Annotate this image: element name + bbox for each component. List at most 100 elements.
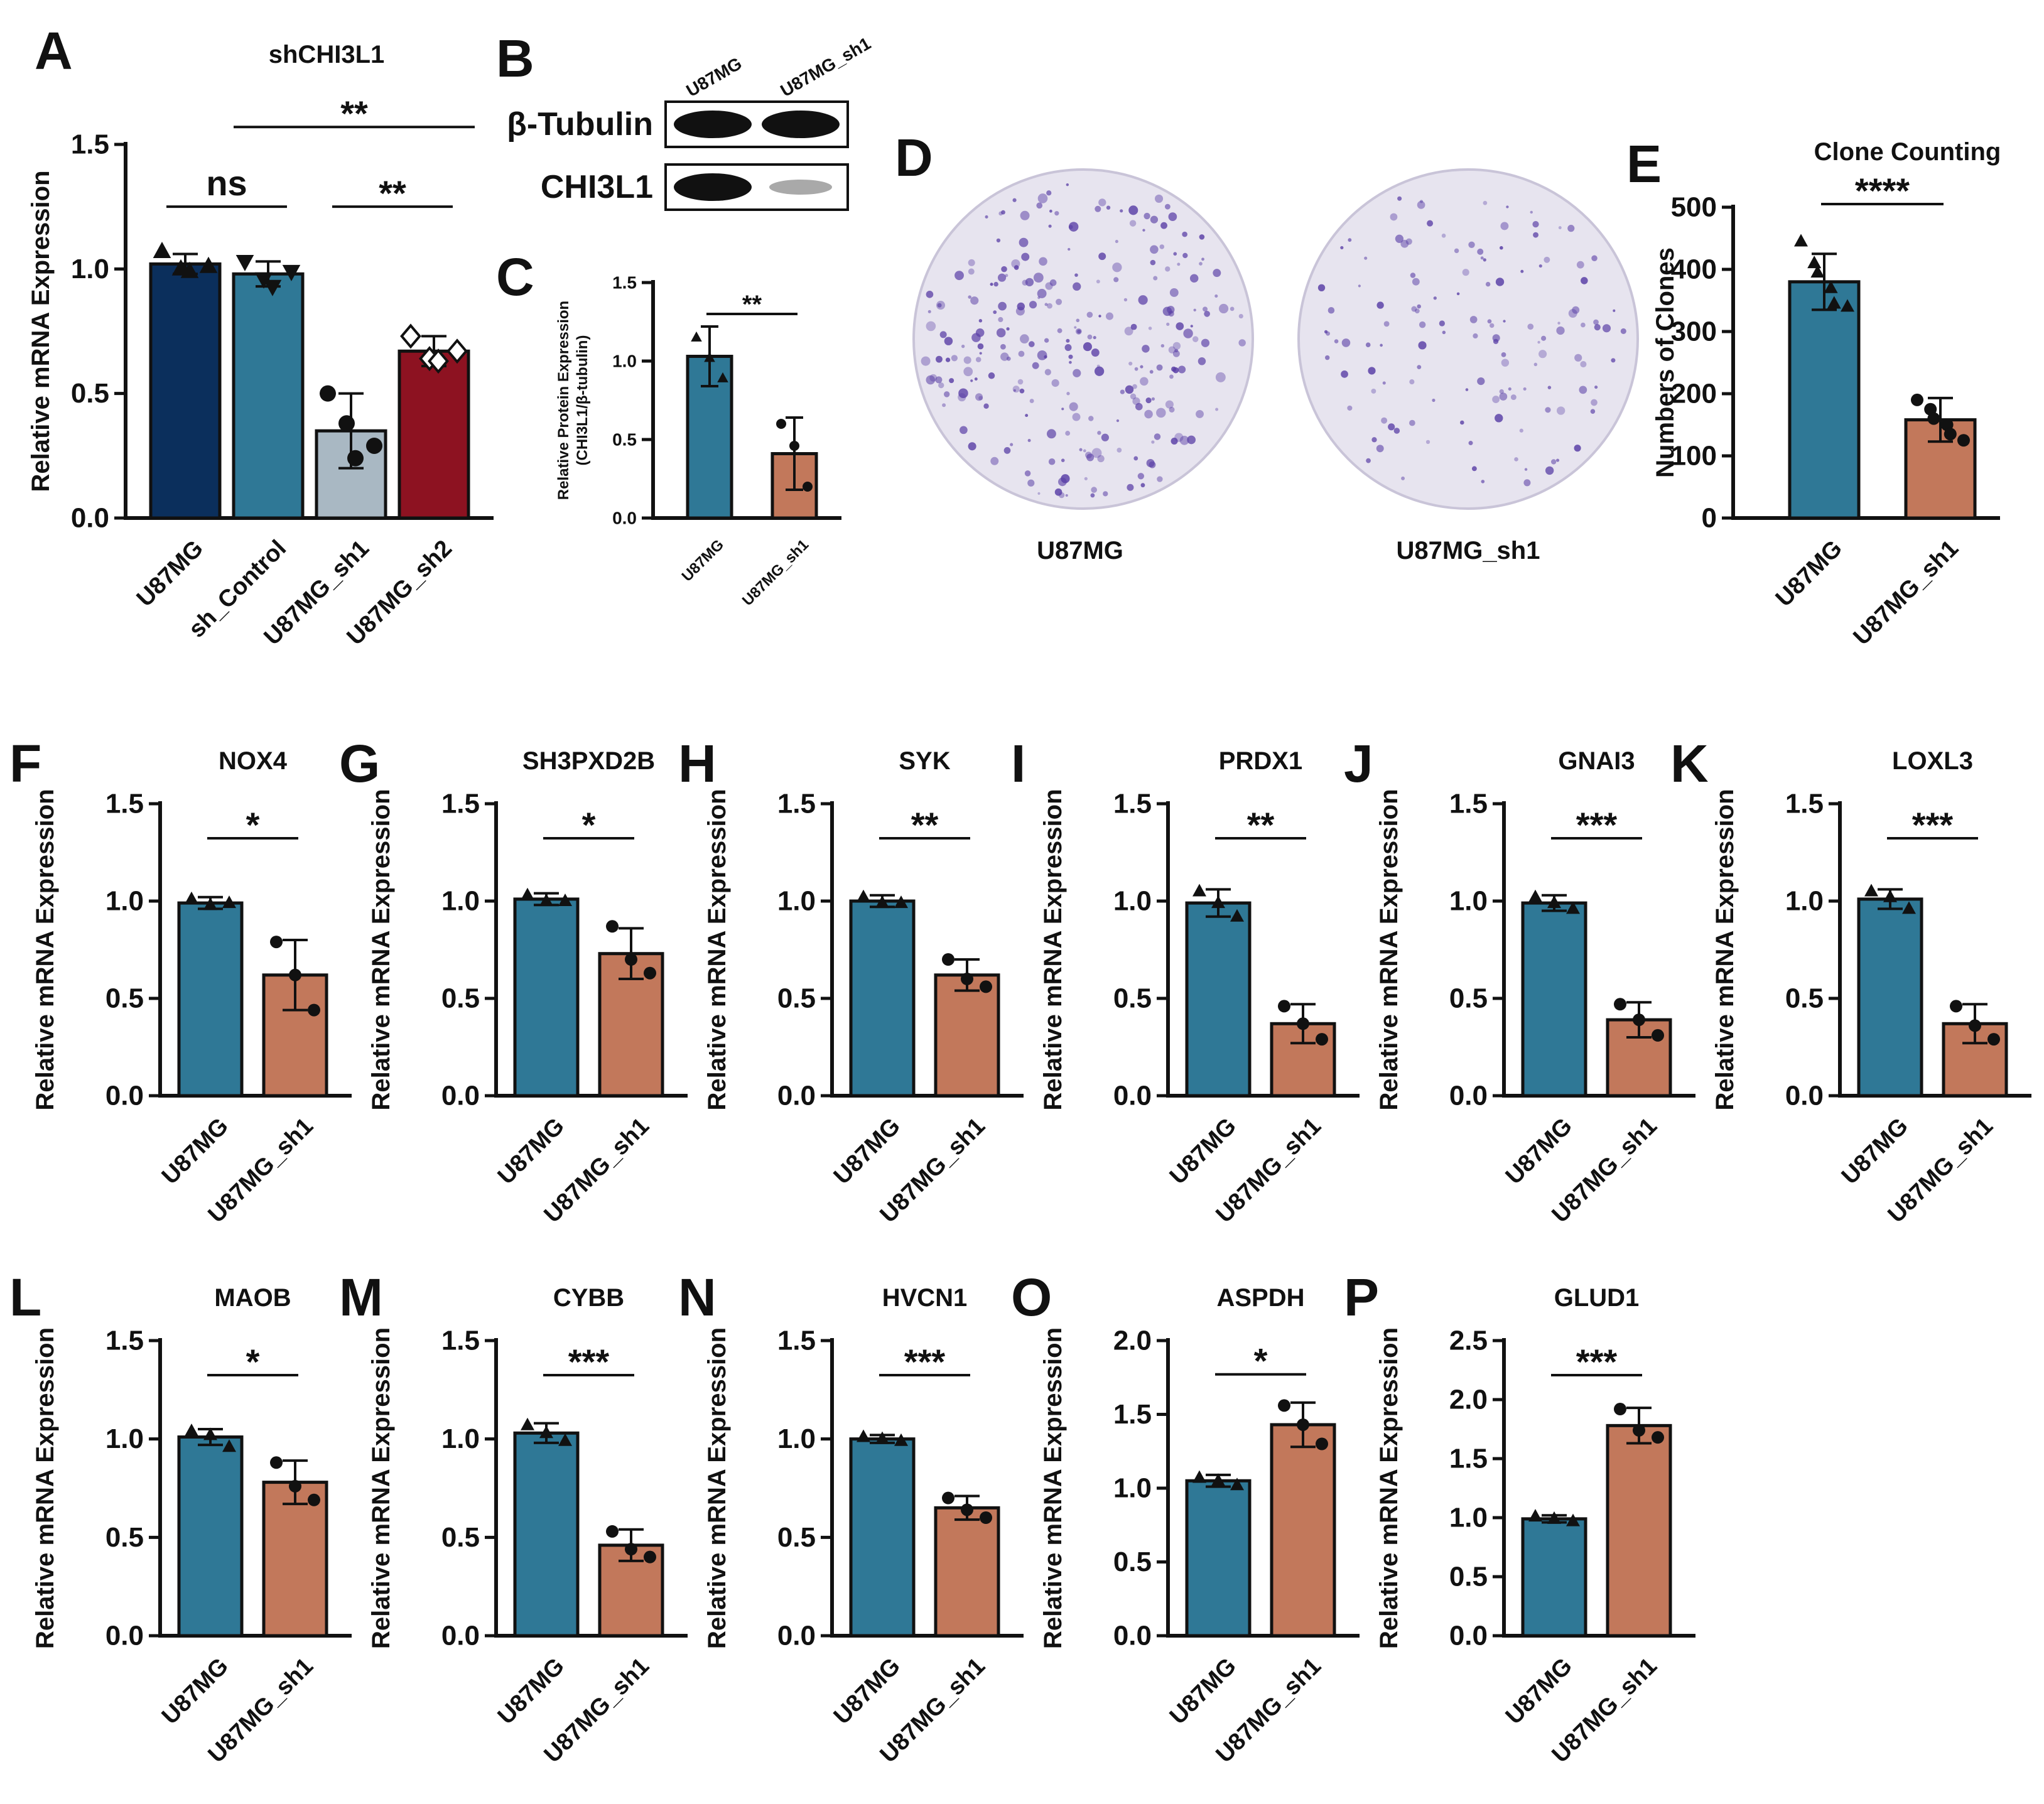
colony	[1499, 392, 1508, 401]
data-point	[320, 385, 336, 402]
colony	[1057, 328, 1063, 333]
colony	[1382, 381, 1386, 385]
y-axis-title-line2: (CHI3L1/β-tubulin)	[574, 335, 591, 466]
colony	[975, 393, 983, 401]
colony	[1046, 190, 1052, 196]
colony	[1066, 183, 1069, 186]
colony	[1160, 222, 1167, 229]
colony	[1532, 220, 1539, 228]
bar	[1270, 1423, 1336, 1638]
colony-dish-1	[912, 168, 1254, 510]
colony	[954, 271, 964, 281]
bar	[1788, 280, 1861, 520]
colony	[1432, 398, 1436, 402]
colony	[1613, 309, 1616, 312]
colony	[1142, 345, 1150, 353]
y-tick-label: 2.5	[1449, 1326, 1488, 1356]
chart-panel-p: P GLUD1 0.0 0.5 1.0 1.5 2.0 2.5 Relative mRNA Ex…	[1344, 1268, 1695, 1768]
colony	[1029, 399, 1034, 404]
data-point	[1614, 1403, 1626, 1416]
colony	[1086, 453, 1095, 462]
y-tick-label: 0.0	[1449, 1621, 1488, 1651]
colony	[1037, 492, 1041, 495]
colony	[1471, 466, 1477, 472]
colony	[1537, 340, 1540, 344]
data-point	[185, 891, 198, 904]
colony	[983, 403, 989, 409]
data-point	[366, 437, 382, 454]
colony	[961, 344, 965, 348]
colony	[1485, 281, 1491, 287]
colony	[1017, 302, 1025, 311]
colony	[1364, 256, 1368, 260]
colony	[1192, 336, 1199, 342]
colony	[1419, 200, 1424, 203]
colony	[1395, 234, 1404, 243]
colony	[1533, 362, 1538, 367]
colony	[975, 328, 985, 337]
colony	[1203, 306, 1208, 312]
y-axis-title: Relative mRNA Expression	[1375, 789, 1403, 1110]
colony	[1179, 435, 1189, 445]
colony	[1317, 284, 1326, 291]
colony	[1140, 365, 1144, 369]
colony	[1086, 311, 1093, 318]
y-tick-label: 0.5	[441, 1522, 480, 1553]
wb-band	[769, 180, 832, 195]
colony	[1083, 342, 1092, 352]
colony	[1465, 388, 1469, 391]
colony	[1005, 274, 1008, 278]
colony	[970, 379, 973, 382]
colony	[1594, 324, 1601, 331]
significance-label: **	[911, 805, 939, 845]
data-point	[875, 1431, 889, 1444]
colony	[1439, 320, 1445, 327]
y-tick-label: 0.0	[1785, 1081, 1824, 1111]
colony	[1027, 479, 1035, 487]
colony	[1033, 273, 1044, 283]
colony	[1341, 370, 1348, 378]
y-tick-label: 1.5	[71, 129, 109, 160]
chart-title: HVCN1	[882, 1284, 968, 1312]
colony	[926, 291, 934, 298]
y-tick-label: 1.5	[1449, 1444, 1488, 1474]
colony	[1620, 328, 1626, 334]
colony	[1006, 327, 1010, 331]
data-point	[1902, 901, 1916, 914]
colony	[1400, 239, 1409, 248]
colony	[1130, 323, 1137, 330]
colony	[1012, 198, 1017, 202]
data-point	[347, 450, 364, 467]
y-tick-label: 0.0	[612, 509, 637, 528]
colony	[1113, 277, 1119, 283]
colony	[1125, 385, 1134, 394]
colony	[1492, 396, 1500, 403]
data-point	[1547, 1511, 1561, 1524]
y-tick-label: 200	[1671, 379, 1717, 409]
data-point	[875, 895, 889, 909]
colony	[1483, 258, 1486, 262]
significance-label: **	[379, 173, 406, 213]
colony	[1593, 319, 1599, 325]
data-point	[644, 966, 656, 980]
bar	[1185, 901, 1252, 1098]
colony	[1523, 387, 1527, 391]
colony	[1001, 210, 1005, 215]
colony	[1091, 448, 1102, 458]
dishes	[912, 168, 1639, 510]
colony	[1501, 352, 1506, 357]
colony	[1213, 269, 1221, 278]
colony	[1419, 321, 1426, 328]
y-tick-label: 100	[1671, 441, 1717, 472]
colony	[1165, 400, 1174, 409]
panel-b-western-blot: B U87MG U87MG_sh1 β-Tubulin CHI3L1	[496, 29, 874, 211]
wb-band	[674, 173, 752, 201]
data-point	[539, 894, 553, 906]
colony	[1094, 366, 1105, 376]
colony	[1025, 278, 1034, 286]
colony	[1096, 279, 1100, 284]
y-tick-label: 1.5	[105, 789, 144, 819]
colony	[1010, 443, 1014, 446]
colony	[1020, 210, 1030, 220]
